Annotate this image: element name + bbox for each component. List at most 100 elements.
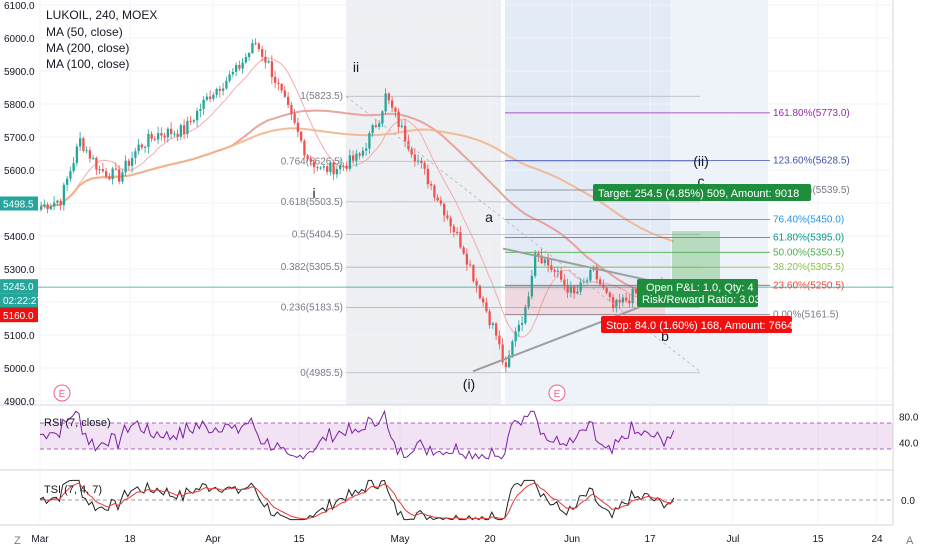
candle-body xyxy=(72,162,75,172)
legend-ma-100[interactable]: MA (100, close) xyxy=(46,57,129,71)
candle-body xyxy=(124,160,127,173)
x-tick-label: 17 xyxy=(644,534,656,545)
candle-body xyxy=(540,255,543,264)
candle-body xyxy=(348,155,352,169)
candle-body xyxy=(449,218,452,227)
timer-badge xyxy=(0,293,38,308)
candle-body xyxy=(443,203,446,216)
candle-body xyxy=(589,269,592,281)
candle-body xyxy=(326,166,329,172)
candle-body xyxy=(170,128,173,135)
candle-body xyxy=(319,167,322,169)
candle-body xyxy=(53,202,56,207)
fib-level-label: 0.618(5503.5) xyxy=(281,197,343,208)
candle-body xyxy=(179,125,183,137)
candle-body xyxy=(478,285,482,299)
tsi-label[interactable]: TSI (7, 4, 7) xyxy=(44,484,102,496)
candle-body xyxy=(257,43,261,50)
candle-body xyxy=(465,253,469,265)
candle-body xyxy=(95,157,98,170)
candle-body xyxy=(530,275,534,297)
position-badge[interactable]: Open P&L: 1.0, Qty: 4 Risk/Reward Ratio:… xyxy=(637,279,761,307)
candle-body xyxy=(599,279,602,285)
rsi-axis-label: 80.0 xyxy=(899,413,919,424)
candle-body xyxy=(267,61,270,63)
candle-body xyxy=(335,169,339,175)
candle-body xyxy=(101,169,105,172)
candle-body xyxy=(296,122,300,132)
candle-body xyxy=(46,204,49,210)
candle-body xyxy=(485,302,488,312)
candle-body xyxy=(628,300,631,304)
candle-body xyxy=(283,90,287,97)
wave-label: b xyxy=(661,328,669,344)
fib-ext-label: 100.00%(5539.5) xyxy=(773,185,850,196)
candle-body xyxy=(498,335,501,345)
fib-ext-label: 50.00%(5350.5) xyxy=(773,247,844,258)
candle-body xyxy=(504,362,508,368)
x-tick-label: Jun xyxy=(564,534,580,545)
candle-body xyxy=(381,111,384,124)
time-axis[interactable]: Mar 18 Apr 15 May 20 Jun 17 Jul 15 24 xyxy=(31,534,883,545)
target-text: Target: 254.5 (4.85%) 509, Amount: 9018 xyxy=(598,188,799,200)
wave-label: i xyxy=(312,185,315,201)
fib-ext-label: 161.80%(5773.0) xyxy=(773,108,850,119)
candle-body xyxy=(365,148,368,151)
y-tick-label: 5300.0 xyxy=(4,265,35,276)
auto-scale-icon[interactable]: A xyxy=(906,535,914,547)
target-badge[interactable]: Target: 254.5 (4.85%) 509, Amount: 9018 xyxy=(593,184,811,201)
candle-body xyxy=(560,270,563,280)
candle-body xyxy=(313,161,316,168)
candle-body xyxy=(111,168,114,180)
fib-level-label: 1(5823.5) xyxy=(300,91,343,102)
candle-body xyxy=(215,88,218,95)
candle-body xyxy=(446,215,449,219)
stop-badge[interactable]: Stop: 84.0 (1.60%) 168, Amount: 7664 xyxy=(601,316,793,333)
candle-body xyxy=(127,160,131,166)
candle-body xyxy=(79,138,82,147)
projection-zone-left xyxy=(505,0,670,290)
stop-text: Stop: 84.0 (1.60%) 168, Amount: 7664 xyxy=(606,320,793,332)
candle-body xyxy=(300,131,303,141)
fib-ext-label: 61.80%(5395.0) xyxy=(773,233,844,244)
candle-body xyxy=(238,64,241,69)
legend-ma-50[interactable]: MA (50, close) xyxy=(46,25,123,39)
zoom-icon[interactable]: Z xyxy=(14,535,21,547)
candle-body xyxy=(66,178,69,185)
event-marker[interactable] xyxy=(53,384,71,402)
triangle-upper-line xyxy=(502,247,651,282)
ma-200-line xyxy=(39,127,675,243)
candle-body xyxy=(462,247,465,254)
candle-body xyxy=(241,62,244,69)
timer-badge-text: 02:22:27 xyxy=(3,296,42,307)
chart-title: LUKOIL, 240, MOEX xyxy=(46,8,157,22)
candle-body xyxy=(618,299,621,303)
candle-body xyxy=(69,171,72,179)
candle-body xyxy=(56,200,59,203)
candle-body xyxy=(501,344,504,363)
fib-ext-label: 76.40%(5450.0) xyxy=(773,215,844,226)
x-tick-label: Apr xyxy=(205,534,221,545)
legend-ma-200[interactable]: MA (200, close) xyxy=(46,41,129,55)
candle-body xyxy=(244,57,248,63)
candle-body xyxy=(345,165,348,169)
candle-body xyxy=(582,281,586,283)
candle-body xyxy=(49,206,53,210)
fib-extension[interactable]: 161.80%(5773.0) 123.60%(5628.5) 100.00%(55… xyxy=(505,108,850,321)
candle-body xyxy=(634,289,638,294)
candle-body xyxy=(137,144,140,152)
rsi-label[interactable]: RSI (7, close) xyxy=(44,417,111,429)
candle-body xyxy=(404,125,407,142)
y-tick-label: 6100.0 xyxy=(4,1,35,12)
y-tick-label: 5700.0 xyxy=(4,133,35,144)
event-marker[interactable] xyxy=(548,384,566,402)
candle-body xyxy=(537,253,540,256)
candle-body xyxy=(534,253,537,276)
x-tick-label: 18 xyxy=(124,534,136,545)
candle-body xyxy=(209,96,212,99)
candle-body xyxy=(105,171,108,177)
candle-body xyxy=(342,165,345,167)
candle-body xyxy=(543,259,547,264)
candle-body xyxy=(248,53,251,58)
